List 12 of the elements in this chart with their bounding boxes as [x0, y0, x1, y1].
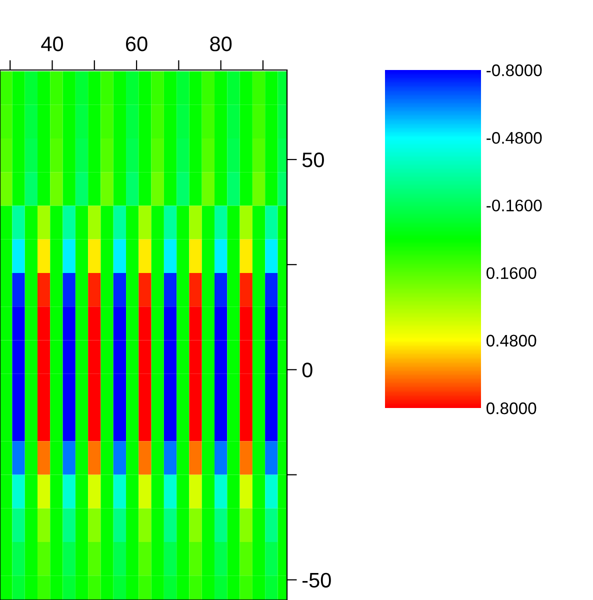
color-bar-label: 0.1600	[486, 267, 536, 280]
x-tick-label: 60	[126, 36, 148, 52]
x-tick-label: 40	[41, 36, 64, 52]
y-tick-label: 0	[302, 362, 312, 378]
y-tick-label: -50	[302, 572, 331, 588]
color-bar-label: 0.4800	[486, 334, 536, 347]
color-bar-label: -0.4800	[486, 132, 542, 144]
color-bar-label: -0.8000	[486, 64, 542, 76]
color-bar-label: 0.8000	[486, 402, 536, 414]
x-tick-label: 80	[210, 36, 232, 52]
y-tick-label: 50	[302, 152, 324, 168]
color-bar-label: -0.1600	[486, 200, 542, 212]
